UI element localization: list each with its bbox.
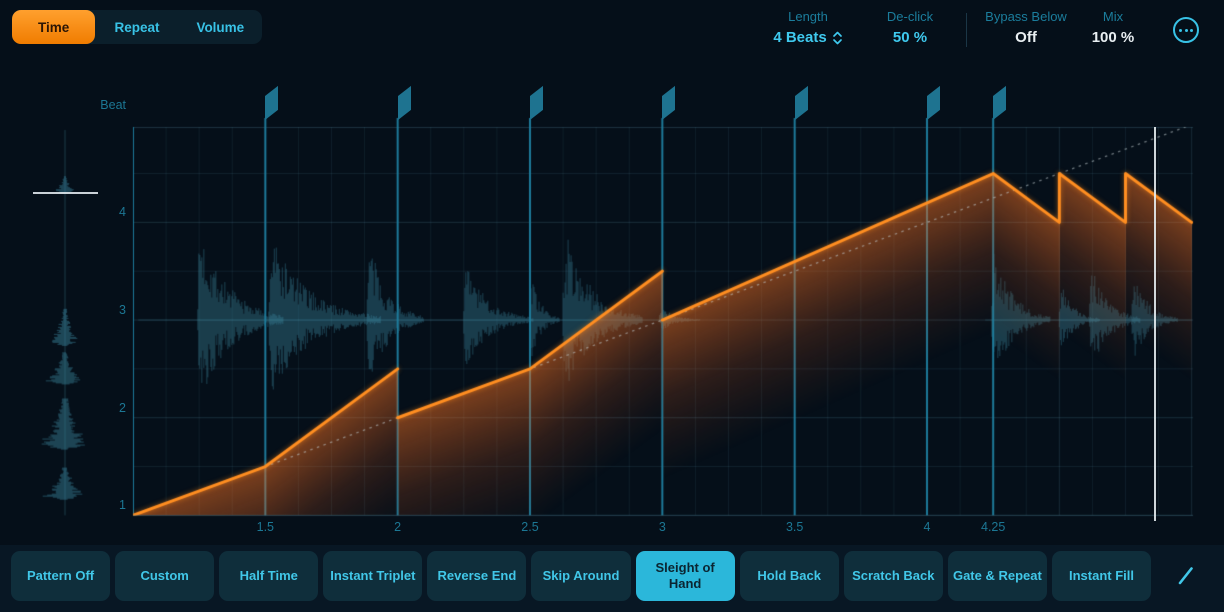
tab-volume[interactable]: Volume (196, 19, 245, 35)
param-label: Length (788, 9, 828, 24)
beat-marker-flag[interactable] (662, 85, 676, 120)
preset-sleight-of-hand[interactable]: Sleight of Hand (635, 551, 735, 601)
param-value-de-click[interactable]: 50 % (892, 29, 928, 46)
header-bar: Time Repeat Volume Length 4 Beats De-click 50… (0, 0, 1224, 60)
tab-time[interactable]: Time (12, 10, 96, 44)
x-axis-tick: 3.5 (785, 520, 804, 534)
y-axis-tick: 2 (119, 400, 126, 415)
x-axis-tick: 2.5 (521, 520, 539, 534)
beat-marker-flag[interactable] (530, 85, 543, 120)
x-axis-tick: 1.5 (256, 520, 275, 534)
param-value-mix[interactable]: 100 % (1091, 29, 1135, 46)
ellipsis-icon (1190, 28, 1193, 32)
preset-buttons: Pattern Off Custom Half Time Instant Triple… (11, 551, 1152, 601)
param-label: Bypass Below (985, 9, 1067, 24)
beat-marker-flag[interactable] (794, 85, 808, 120)
preset-instant-fill[interactable]: Instant Fill (1051, 551, 1152, 601)
beat-marker-flag[interactable] (265, 85, 279, 120)
beat-marker-flag[interactable] (397, 85, 411, 120)
param-de-click: De-click 50 % (866, 9, 954, 47)
source-position-marker (33, 192, 98, 195)
more-options-button[interactable] (1173, 17, 1199, 43)
stepper-chevrons-icon (832, 31, 842, 45)
tab-repeat[interactable]: Repeat (114, 19, 160, 35)
param-value-length[interactable]: 4 Beats (748, 29, 868, 47)
param-label: Mix (1102, 9, 1124, 24)
ellipsis-icon (1184, 28, 1188, 32)
x-axis-tick: 4 (923, 520, 931, 534)
param-label: De-click (886, 9, 934, 24)
param-mix: Mix 100 % (1071, 9, 1155, 47)
playhead[interactable] (1153, 127, 1156, 522)
x-axis-tick: 2 (394, 520, 402, 534)
preset-bar: Pattern Off Custom Half Time Instant Triple… (0, 545, 1224, 612)
preset-gate-repeat[interactable]: Gate & Repeat (947, 551, 1047, 601)
preset-custom[interactable]: Custom (115, 551, 215, 601)
preset-skip-around[interactable]: Skip Around (531, 551, 631, 601)
y-axis-tick: 3 (119, 303, 126, 318)
beat-axis-label: Beat (100, 98, 126, 112)
edit-pattern-button[interactable] (1158, 551, 1214, 601)
param-length: Length 4 Beats (748, 9, 868, 47)
header-divider (966, 13, 967, 47)
preset-scratch-back[interactable]: Scratch Back (843, 551, 943, 601)
beat-marker-flag[interactable] (927, 85, 940, 120)
preset-hold-back[interactable]: Hold Back (739, 551, 839, 601)
x-axis-tick: 4.25 (981, 520, 1006, 534)
x-axis-tick: 3 (658, 520, 666, 534)
param-value-bypass-below[interactable]: Off (1015, 29, 1037, 46)
preset-half-time[interactable]: Half Time (219, 551, 319, 601)
param-bypass-below: Bypass Below Off (969, 9, 1083, 47)
pencil-icon (1178, 567, 1193, 585)
y-axis-tick: 1 (119, 498, 126, 513)
view-tabs: Time Repeat Volume (12, 10, 262, 44)
preset-pattern-off[interactable]: Pattern Off (11, 551, 111, 601)
y-axis-tick: 4 (119, 205, 126, 220)
preset-instant-triplet[interactable]: Instant Triplet (323, 551, 423, 601)
ellipsis-icon (1179, 28, 1182, 32)
beat-marker-flag[interactable] (993, 85, 1007, 120)
preset-reverse-end[interactable]: Reverse End (427, 551, 527, 601)
